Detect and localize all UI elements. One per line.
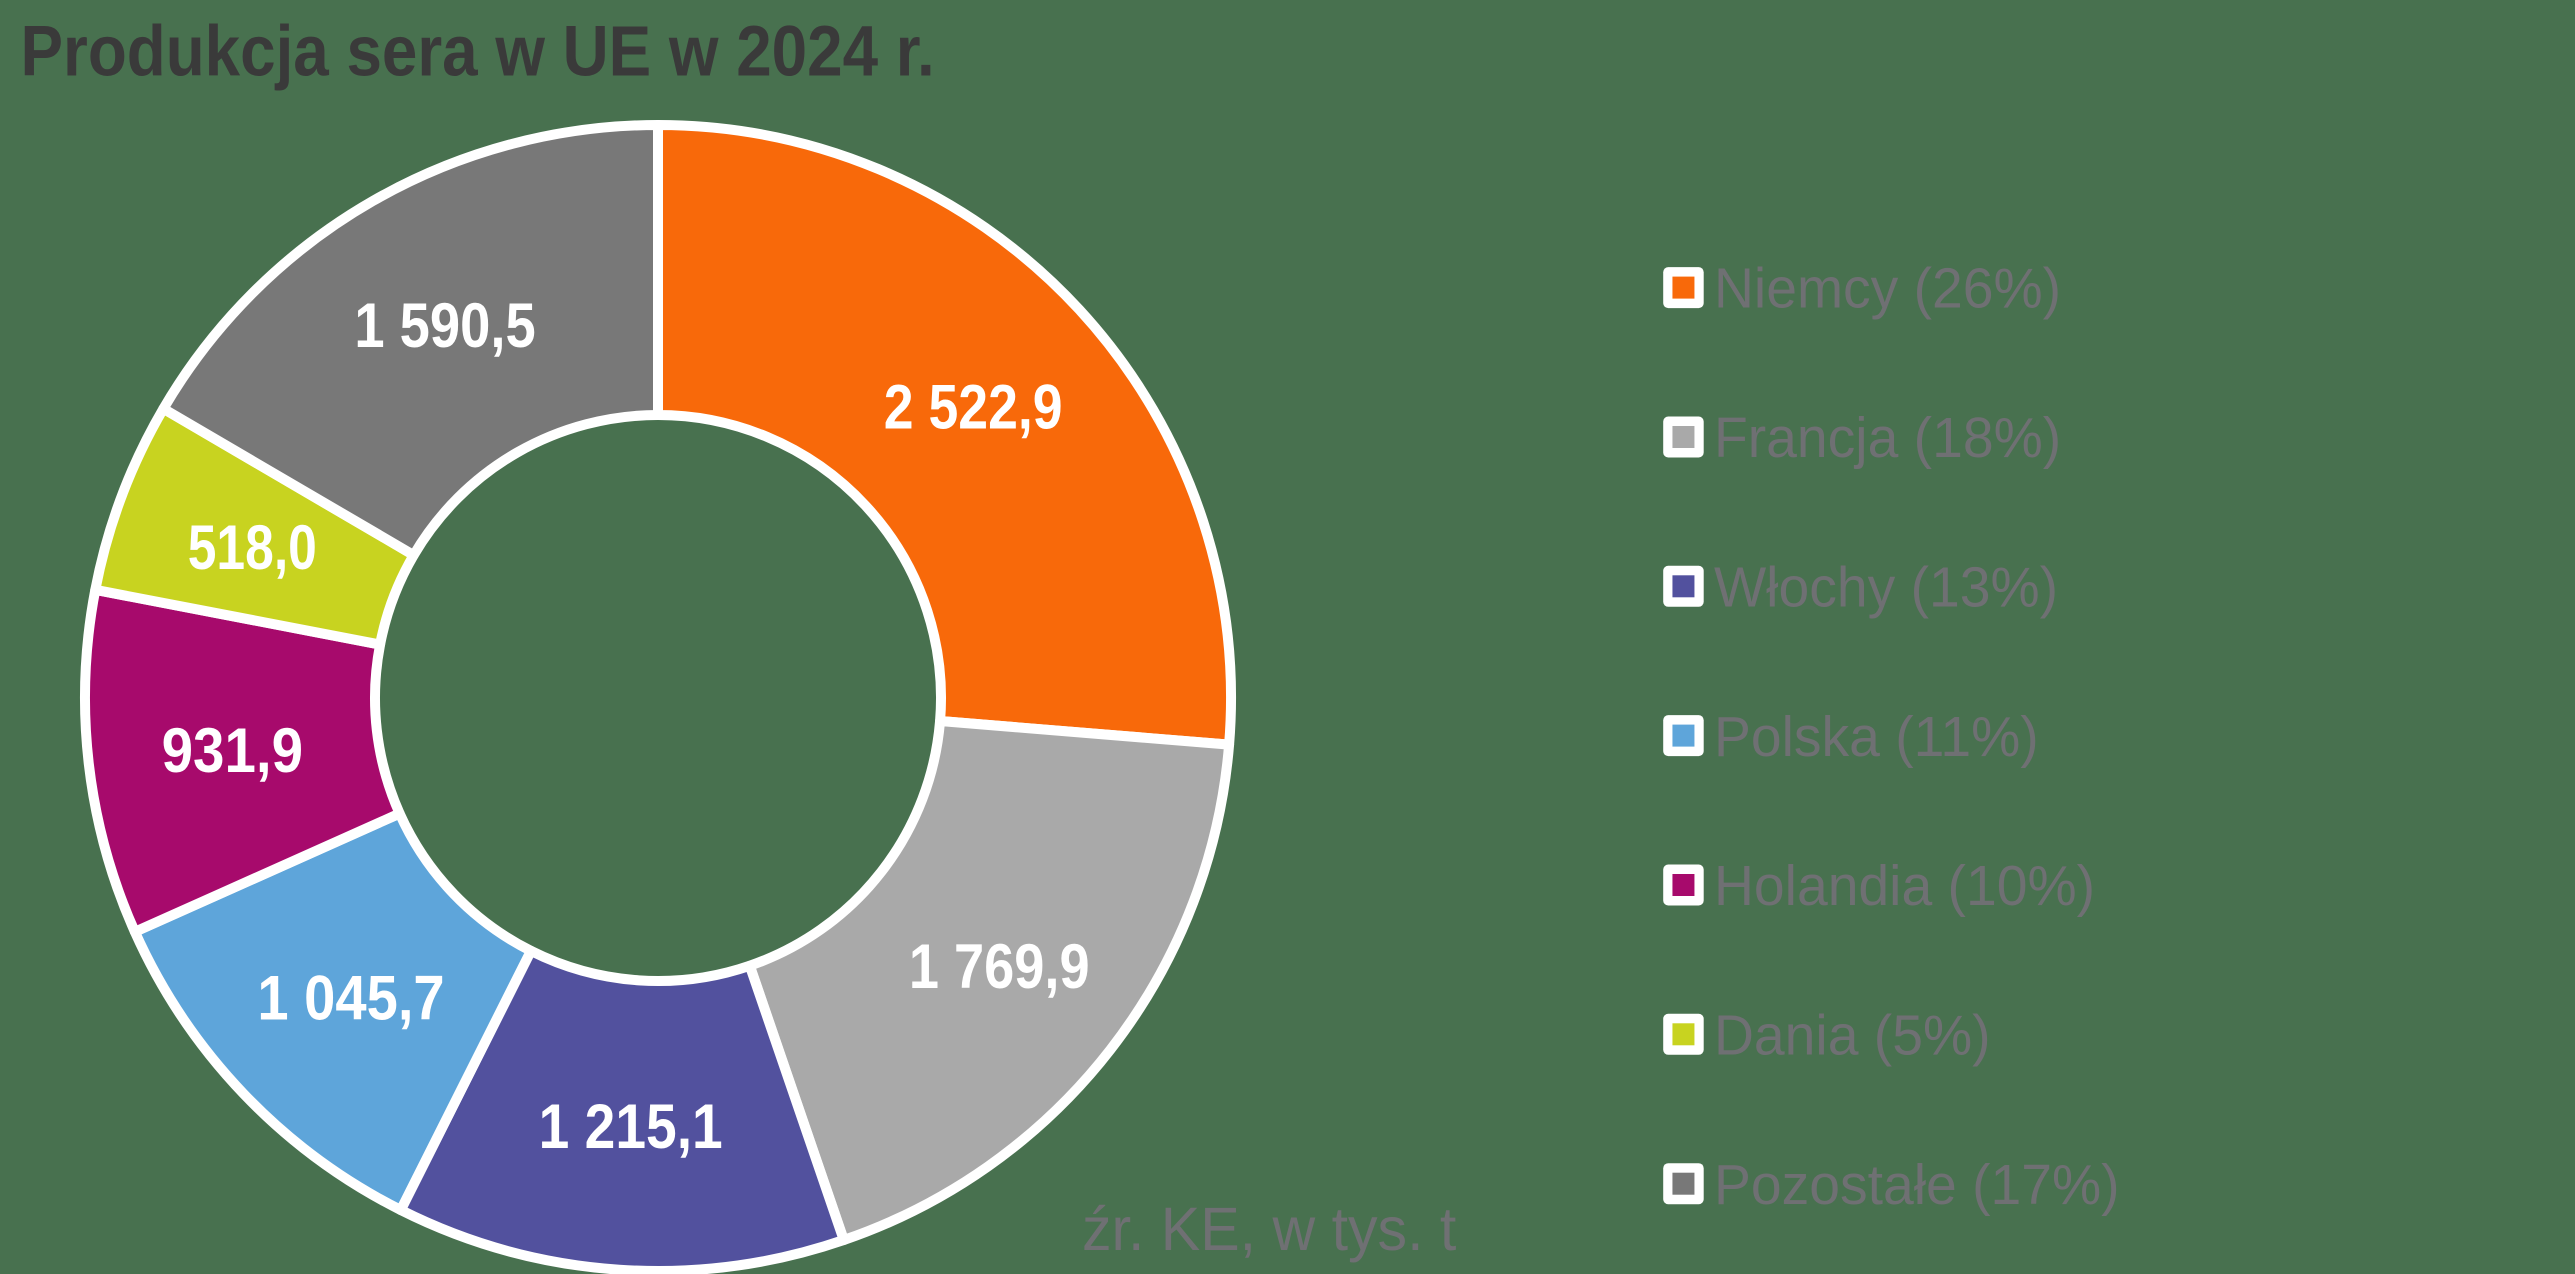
svg-text:1 215,1: 1 215,1 bbox=[539, 1091, 723, 1162]
svg-text:Pozostałe (17%): Pozostałe (17%) bbox=[1714, 1152, 2120, 1216]
svg-text:Dania (5%): Dania (5%) bbox=[1714, 1003, 1991, 1067]
svg-text:Holandia (10%): Holandia (10%) bbox=[1714, 853, 2095, 917]
svg-text:1 769,9: 1 769,9 bbox=[909, 932, 1090, 1002]
svg-text:1 590,5: 1 590,5 bbox=[354, 291, 535, 361]
svg-text:Włochy (13%): Włochy (13%) bbox=[1714, 555, 2058, 619]
svg-text:Produkcja sera w UE w 2024 r.: Produkcja sera w UE w 2024 r. bbox=[21, 12, 935, 91]
svg-text:2 522,9: 2 522,9 bbox=[884, 372, 1063, 442]
svg-text:931,9: 931,9 bbox=[162, 715, 303, 786]
svg-text:1 045,7: 1 045,7 bbox=[257, 962, 444, 1033]
svg-text:518,0: 518,0 bbox=[188, 513, 317, 583]
svg-text:Niemcy (26%): Niemcy (26%) bbox=[1714, 256, 2061, 320]
svg-text:Francja (18%): Francja (18%) bbox=[1714, 405, 2061, 469]
svg-text:Polska (11%): Polska (11%) bbox=[1714, 704, 2039, 768]
svg-text:źr. KE, w tys. t: źr. KE, w tys. t bbox=[1082, 1195, 1457, 1263]
